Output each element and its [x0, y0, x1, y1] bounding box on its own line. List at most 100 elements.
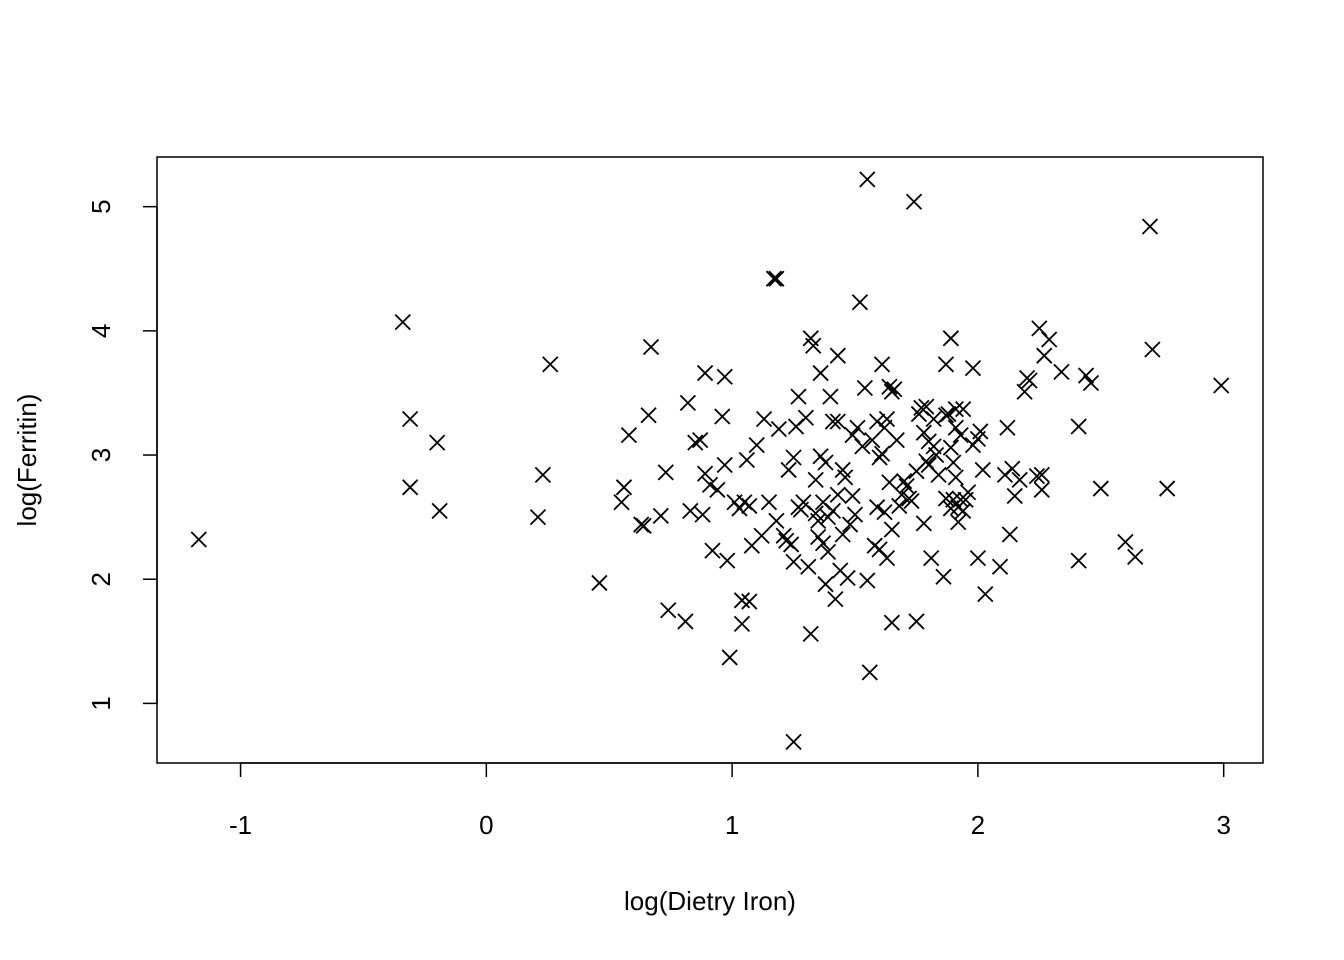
data-point: [883, 521, 901, 538]
data-point: [704, 542, 721, 559]
data-point: [1082, 374, 1100, 392]
data-point: [819, 543, 837, 561]
data-point: [760, 494, 778, 511]
data-point: [844, 487, 861, 505]
data-point: [964, 359, 982, 377]
data-point: [883, 614, 901, 631]
data-point: [542, 356, 559, 373]
data-point: [190, 531, 207, 548]
data-point: [977, 585, 994, 603]
data-point: [942, 330, 959, 347]
data-point: [733, 615, 751, 633]
data-point: [529, 508, 547, 526]
x-tick-label: -1: [229, 810, 252, 840]
data-point: [854, 438, 871, 455]
data-point: [682, 502, 699, 520]
data-point: [827, 590, 844, 608]
data-point: [991, 558, 1009, 575]
data-point: [829, 413, 846, 430]
data-point: [1028, 468, 1046, 485]
data-point: [839, 569, 856, 587]
data-point: [1141, 218, 1159, 235]
data-point: [733, 592, 751, 609]
data-point: [841, 516, 859, 533]
data-point: [918, 398, 935, 415]
data-point: [1070, 552, 1087, 569]
data-point: [721, 649, 738, 666]
data-point: [937, 490, 955, 507]
data-point: [770, 420, 787, 438]
data-point: [785, 733, 802, 751]
data-point: [741, 593, 758, 610]
data-point: [677, 613, 694, 630]
data-point: [891, 497, 908, 515]
data-point: [800, 558, 817, 575]
data-point: [716, 456, 733, 474]
data-point: [1033, 466, 1050, 484]
data-point: [837, 469, 854, 486]
data-point: [687, 434, 704, 451]
data-point: [748, 436, 765, 454]
data-point: [807, 471, 824, 489]
data-point: [620, 427, 638, 444]
data-point: [765, 270, 783, 287]
x-tick-label: 0: [479, 810, 493, 840]
data-point: [696, 364, 714, 382]
data-point: [615, 479, 633, 496]
data-point: [660, 602, 677, 619]
data-point: [782, 536, 800, 553]
data-point: [714, 408, 731, 425]
data-point: [696, 465, 714, 482]
data-point: [635, 517, 652, 534]
data-point: [861, 664, 878, 681]
data-point: [952, 427, 969, 444]
data-point: [1021, 372, 1038, 389]
data-point: [859, 572, 876, 589]
data-point: [1127, 548, 1144, 565]
data-point: [790, 388, 807, 405]
data-point: [657, 464, 674, 481]
data-point: [1117, 533, 1134, 551]
data-point: [937, 356, 955, 373]
data-point: [701, 476, 719, 493]
data-point: [429, 434, 446, 451]
y-tick-label: 3: [86, 448, 116, 462]
y-axis-label: log(Ferritin): [12, 394, 42, 527]
data-point: [925, 410, 942, 428]
data-point: [947, 469, 964, 486]
data-point: [805, 337, 822, 354]
data-point: [849, 419, 866, 436]
y-tick-label: 5: [86, 199, 116, 213]
data-point: [878, 410, 896, 428]
data-point: [1144, 341, 1161, 358]
data-point: [915, 424, 932, 441]
x-axis-label: log(Dietry Iron): [624, 886, 796, 916]
data-point: [810, 512, 827, 529]
data-point: [785, 449, 802, 466]
data-point: [1036, 347, 1053, 364]
data-point: [856, 379, 873, 397]
data-point: [1006, 487, 1023, 505]
data-point: [878, 549, 896, 567]
data-point: [797, 409, 814, 426]
data-point: [1031, 320, 1048, 337]
data-point: [814, 535, 832, 552]
data-point: [908, 613, 925, 630]
data-point: [927, 446, 945, 464]
data-point: [802, 625, 819, 642]
data-point: [692, 431, 709, 449]
data-point: [741, 497, 758, 515]
data-point: [940, 405, 957, 423]
data-point: [945, 454, 962, 471]
data-point: [822, 388, 839, 405]
data-point: [640, 407, 657, 424]
data-point: [873, 356, 891, 373]
data-point: [972, 423, 989, 440]
data-point: [780, 461, 797, 479]
data-point: [950, 513, 967, 531]
data-point: [1011, 471, 1028, 489]
data-point: [1053, 363, 1070, 380]
data-point: [923, 549, 940, 567]
